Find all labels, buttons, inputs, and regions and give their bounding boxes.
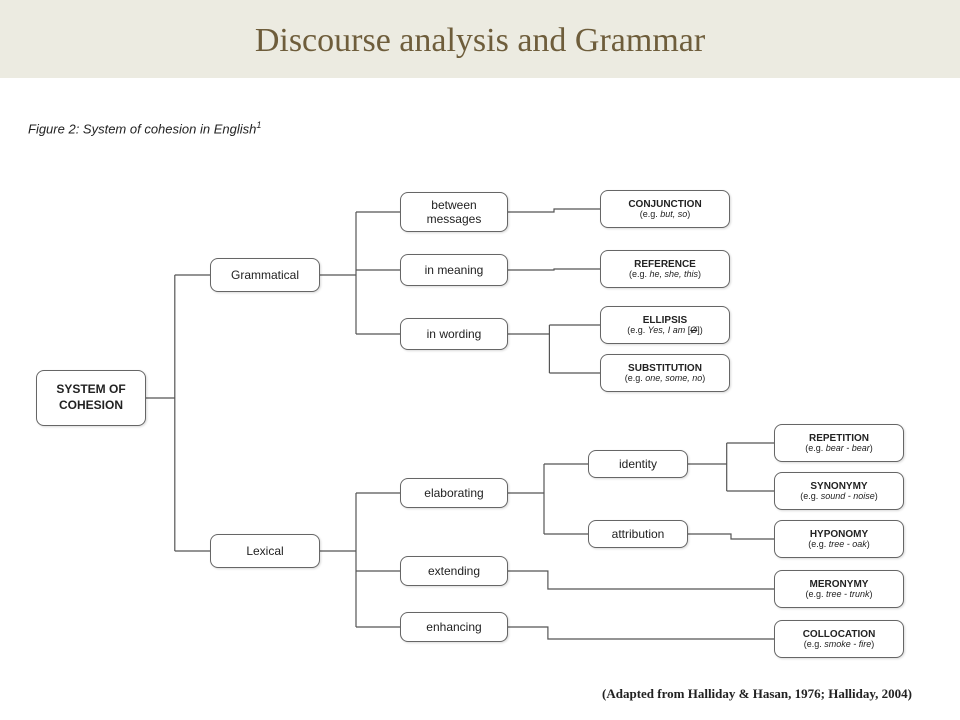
node-reference: REFERENCE(e.g. he, she, this) (600, 250, 730, 288)
node-enhancing: enhancing (400, 612, 508, 642)
node-example: (e.g. but, so) (640, 210, 691, 220)
node-substitution: SUBSTITUTION(e.g. one, some, no) (600, 354, 730, 392)
attribution-text: (Adapted from Halliday & Hasan, 1976; Ha… (602, 686, 912, 702)
node-extending: extending (400, 556, 508, 586)
node-hyponomy: HYPONOMY(e.g. tree - oak) (774, 520, 904, 558)
node-example: (e.g. sound - noise) (800, 492, 878, 502)
node-meronymy: MERONYMY(e.g. tree - trunk) (774, 570, 904, 608)
node-collocation: COLLOCATION(e.g. smoke - fire) (774, 620, 904, 658)
node-inwording: in wording (400, 318, 508, 350)
node-identity: identity (588, 450, 688, 478)
node-conjunction: CONJUNCTION(e.g. but, so) (600, 190, 730, 228)
node-root: SYSTEM OF COHESION (36, 370, 146, 426)
node-repetition: REPETITION(e.g. bear - bear) (774, 424, 904, 462)
node-example: (e.g. he, she, this) (629, 270, 701, 280)
node-example: (e.g. one, some, no) (625, 374, 706, 384)
node-inmeaning: in meaning (400, 254, 508, 286)
node-example: (e.g. Yes, I am [Ø]) (627, 326, 703, 336)
node-attribution: attribution (588, 520, 688, 548)
slide: Discourse analysis and Grammar Figure 2:… (0, 0, 960, 720)
node-lexical: Lexical (210, 534, 320, 568)
node-synonymy: SYNONYMY(e.g. sound - noise) (774, 472, 904, 510)
node-between: between messages (400, 192, 508, 232)
node-example: (e.g. bear - bear) (805, 444, 873, 454)
node-elaborating: elaborating (400, 478, 508, 508)
page-title: Discourse analysis and Grammar (0, 22, 960, 60)
node-ellipsis: ELLIPSIS(e.g. Yes, I am [Ø]) (600, 306, 730, 344)
node-example: (e.g. tree - trunk) (805, 590, 872, 600)
node-example: (e.g. tree - oak) (808, 540, 870, 550)
figure-caption: Figure 2: System of cohesion in English1 (28, 120, 261, 136)
node-grammatical: Grammatical (210, 258, 320, 292)
title-bar: Discourse analysis and Grammar (0, 0, 960, 78)
node-example: (e.g. smoke - fire) (804, 640, 875, 650)
